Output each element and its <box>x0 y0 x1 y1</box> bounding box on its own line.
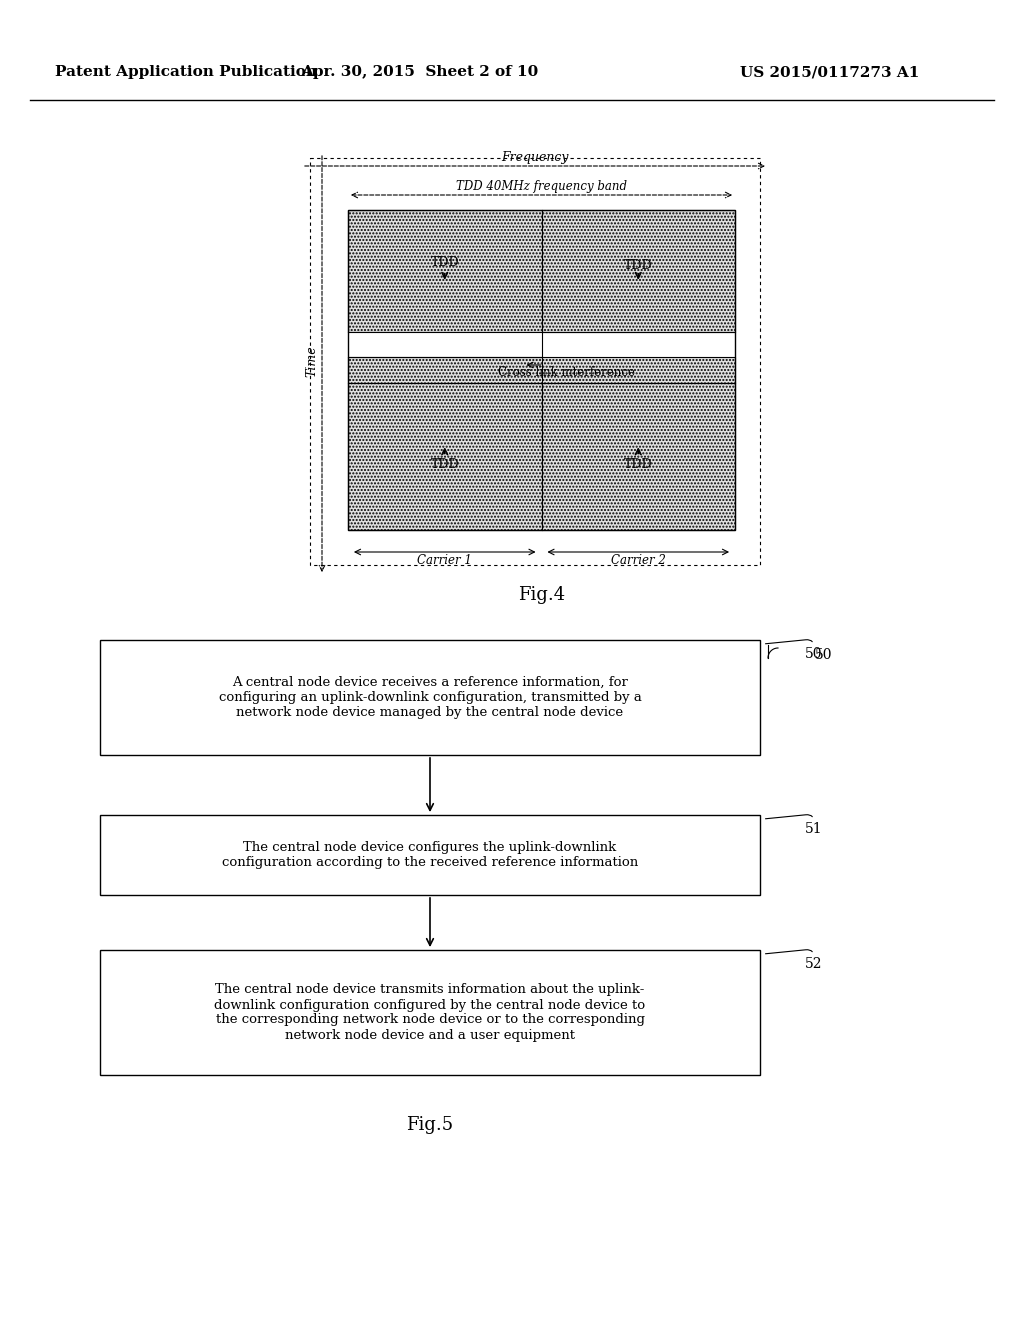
Bar <box>348 358 735 383</box>
Text: TDD: TDD <box>430 458 459 471</box>
Text: 51: 51 <box>766 814 822 836</box>
Text: 50: 50 <box>815 648 833 663</box>
Text: Time: Time <box>305 346 318 378</box>
Bar <box>348 210 542 331</box>
Bar <box>310 158 760 565</box>
Bar <box>348 383 542 531</box>
Text: Apr. 30, 2015  Sheet 2 of 10: Apr. 30, 2015 Sheet 2 of 10 <box>301 65 539 79</box>
Text: Frequency: Frequency <box>502 150 568 164</box>
Text: Carrier 1: Carrier 1 <box>418 554 472 568</box>
Bar <box>348 331 542 358</box>
Text: TDD: TDD <box>624 458 652 471</box>
Text: Fig.5: Fig.5 <box>407 1115 454 1134</box>
Bar <box>542 210 735 331</box>
Bar <box>542 383 735 531</box>
Text: Patent Application Publication: Patent Application Publication <box>55 65 317 79</box>
Text: US 2015/0117273 A1: US 2015/0117273 A1 <box>740 65 920 79</box>
Text: TDD: TDD <box>624 259 652 272</box>
Text: The central node device transmits information about the uplink-
downlink configu: The central node device transmits inform… <box>214 983 645 1041</box>
Text: Cross link interference: Cross link interference <box>498 366 635 379</box>
Text: Fig.4: Fig.4 <box>518 586 565 605</box>
Text: The central node device configures the uplink-downlink
configuration according t: The central node device configures the u… <box>222 841 638 869</box>
Bar <box>100 814 760 895</box>
Bar <box>100 640 760 755</box>
Text: TDD: TDD <box>430 256 459 269</box>
Text: 50: 50 <box>766 640 822 661</box>
Bar <box>348 210 735 531</box>
Bar <box>100 950 760 1074</box>
Text: Carrier 2: Carrier 2 <box>610 554 666 568</box>
Text: 52: 52 <box>766 949 822 972</box>
Text: TDD 40MHz frequency band: TDD 40MHz frequency band <box>456 180 627 193</box>
Text: A central node device receives a reference information, for
configuring an uplin: A central node device receives a referen… <box>218 676 641 719</box>
